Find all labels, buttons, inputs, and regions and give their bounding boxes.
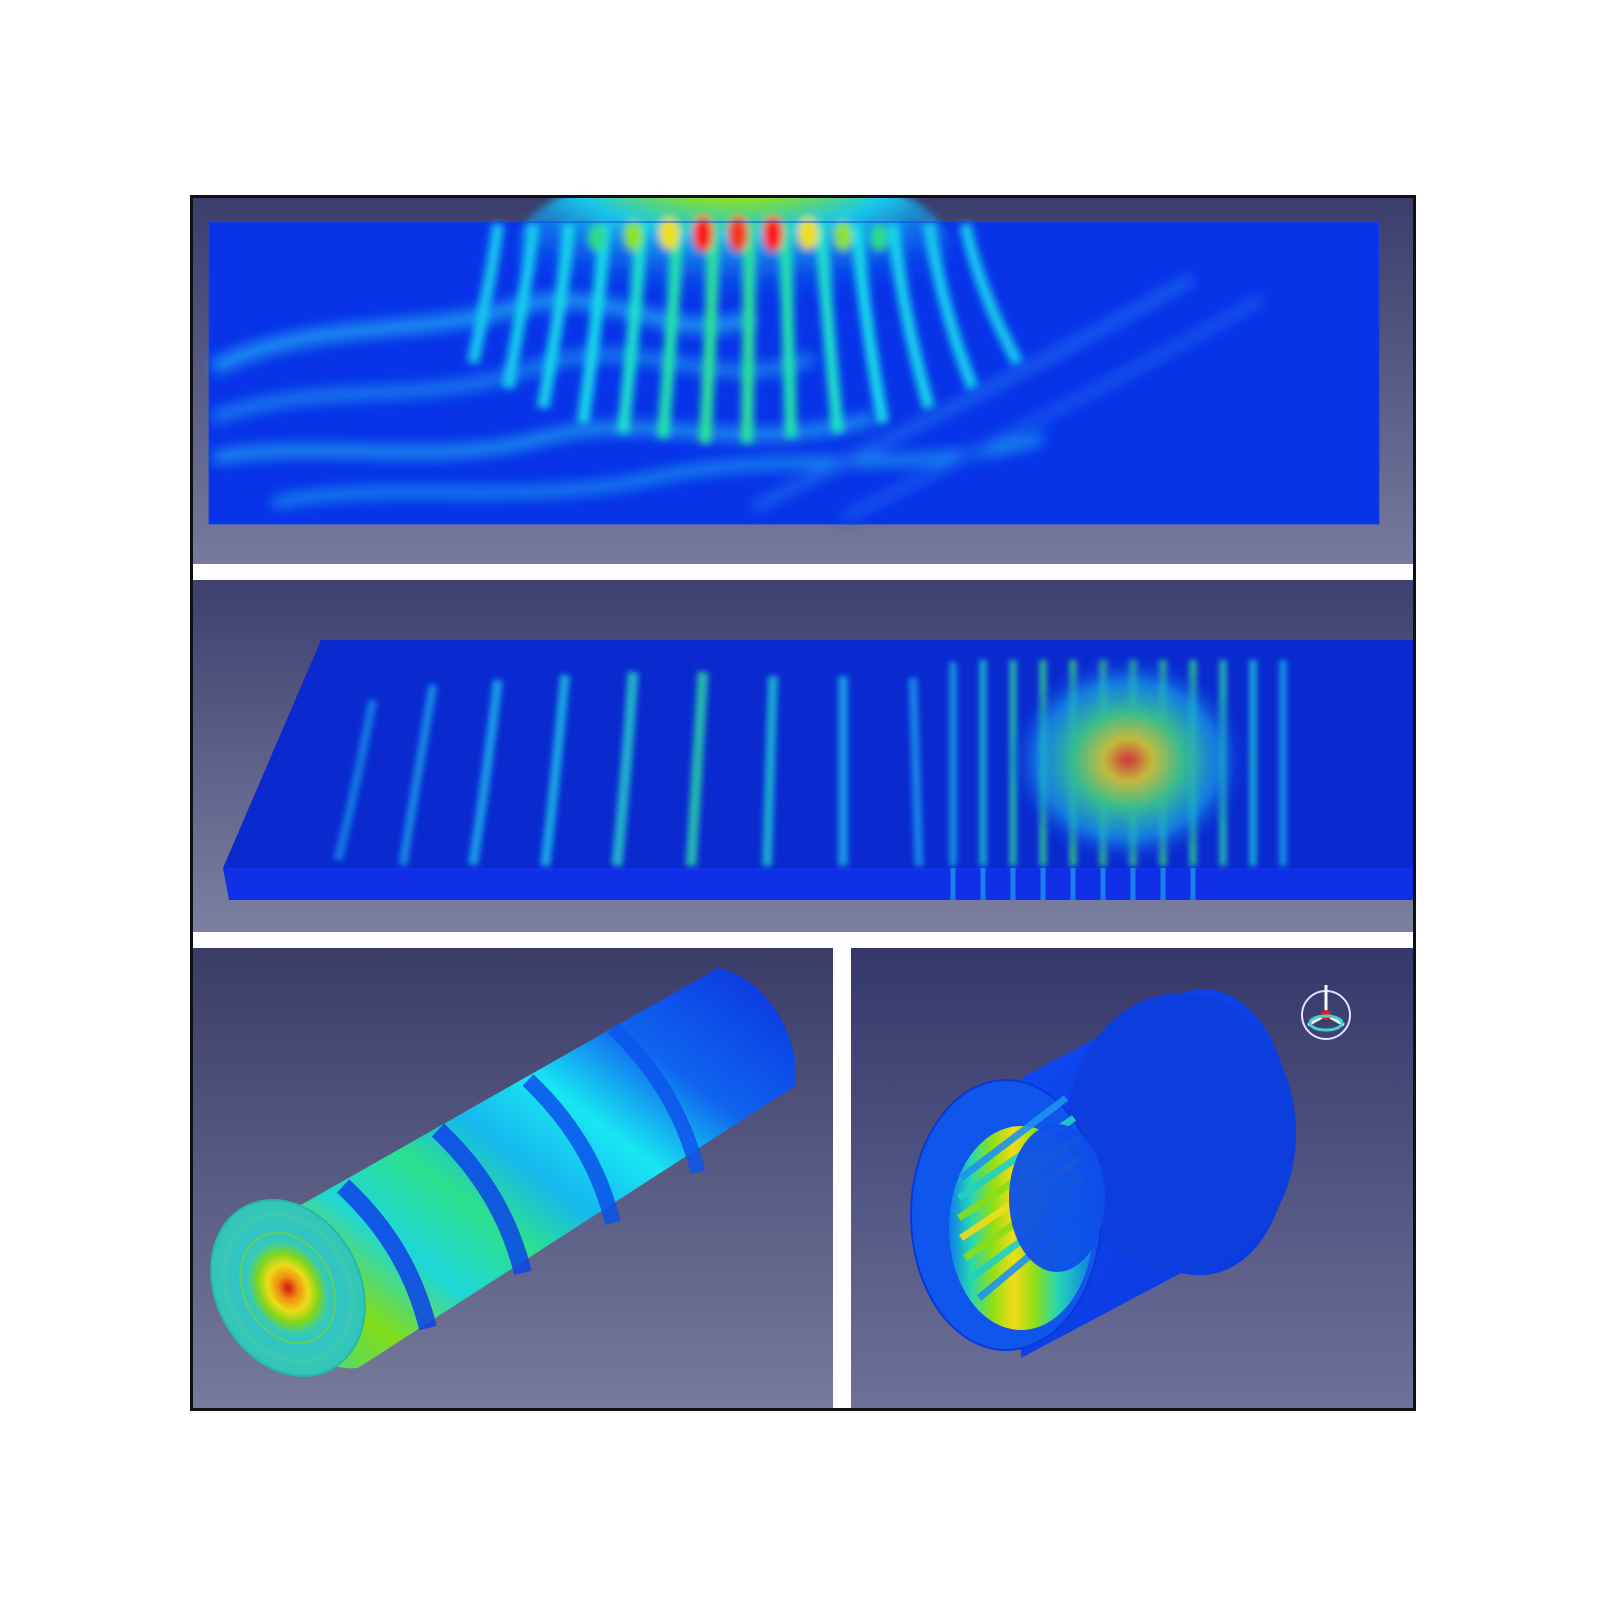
hollow-cylinder-svg bbox=[851, 948, 1413, 1408]
middle-plate-front-fringes bbox=[950, 868, 1196, 900]
panel-top-flat-plate bbox=[193, 198, 1413, 564]
top-plate-outline bbox=[208, 221, 1380, 525]
separator-horizontal-2 bbox=[193, 932, 1413, 948]
panel-bottom-right-hollow-cylinder bbox=[851, 948, 1413, 1408]
middle-plate-front-face bbox=[223, 868, 1413, 900]
solid-cylinder-end-face bbox=[210, 1199, 366, 1377]
middle-plate-svg bbox=[193, 580, 1413, 932]
top-plate-hot-fringes bbox=[467, 198, 1024, 444]
figure-frame bbox=[190, 195, 1416, 1411]
panel-middle-plate-perspective bbox=[193, 580, 1413, 932]
middle-plate-fringe-pattern bbox=[333, 655, 1287, 867]
solid-cylinder-ring-1 bbox=[239, 1231, 337, 1345]
hollow-cylinder-back-face bbox=[1066, 993, 1296, 1273]
solid-cylinder-svg bbox=[193, 948, 833, 1408]
hollow-cylinder-bore bbox=[1009, 1124, 1105, 1272]
orientation-triad-icon bbox=[1301, 985, 1351, 1040]
top-plate-background-waves bbox=[209, 273, 1266, 523]
separator-vertical bbox=[833, 948, 851, 1408]
solid-cylinder-bands bbox=[336, 1022, 706, 1331]
separator-horizontal-1 bbox=[193, 564, 1413, 580]
solid-cylinder-ring-2 bbox=[222, 1213, 354, 1363]
top-plate-svg bbox=[193, 198, 1413, 564]
panel-bottom-left-solid-cylinder bbox=[193, 948, 833, 1408]
